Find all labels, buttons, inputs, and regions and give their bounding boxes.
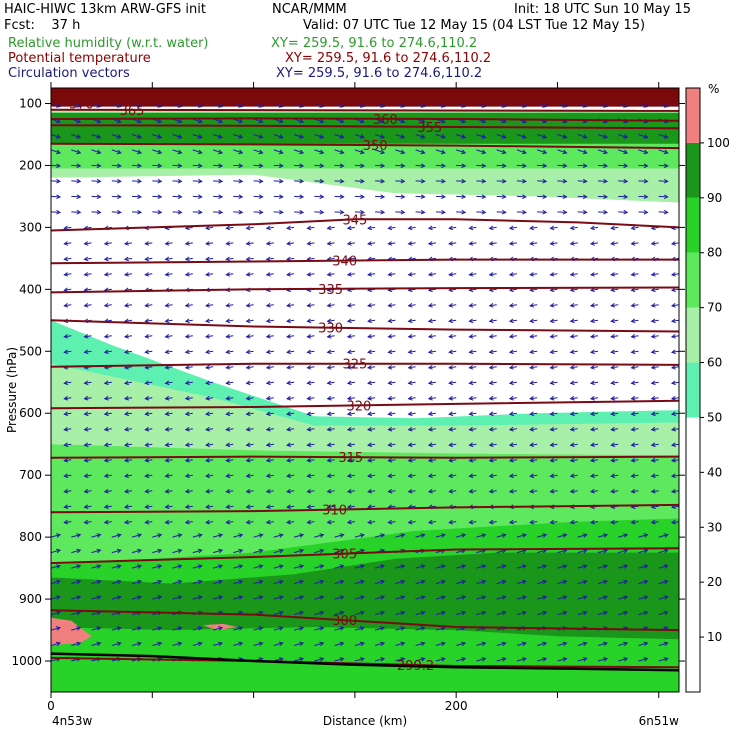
circulation-vector: [44, 243, 51, 244]
circulation-vector: [44, 429, 51, 430]
y-tick-label: 500: [19, 344, 42, 358]
circulation-vector: [44, 305, 51, 306]
vector-arrowhead: [44, 381, 48, 385]
vector-arrowhead: [44, 489, 48, 493]
circulation-vector: [44, 460, 51, 461]
colorbar-label: 50: [707, 410, 722, 424]
vector-arrowhead: [44, 505, 48, 509]
colorbar-label: 80: [707, 246, 722, 260]
theta-contour-label: 305: [332, 548, 357, 563]
y-tick-label: 700: [19, 468, 42, 482]
colorbar-label: 30: [707, 520, 722, 534]
colorbar-swatch-50: [686, 363, 700, 418]
y-tick-label: 1000: [11, 654, 42, 668]
vector-arrowhead: [44, 520, 48, 524]
vector-arrowhead: [44, 396, 48, 400]
colorbar-label: 20: [707, 575, 722, 589]
circulation-vector: [44, 382, 51, 383]
circulation-vector: [44, 522, 51, 523]
circulation-vector: [44, 258, 51, 259]
x-end-location: 6n51w: [639, 714, 680, 728]
theta-contour-label: 365: [120, 104, 145, 119]
valid-time: Valid: 07 UTC Tue 12 May 15 (04 LST Tue …: [303, 18, 645, 33]
plot-area: 370 3653603553503453403353303253203153103…: [44, 88, 688, 692]
y-tick-label: 800: [19, 530, 42, 544]
vector-arrowhead: [44, 474, 48, 478]
vector-arrowhead: [44, 273, 48, 277]
circulation-vector: [44, 444, 51, 445]
theta-field-xy: XY= 259.5, 91.6 to 274.6,110.2: [285, 51, 491, 66]
vector-arrowhead: [44, 427, 48, 431]
theta-contour-label: 325: [342, 358, 367, 373]
vector-arrowhead: [44, 350, 48, 354]
vector-arrowhead: [44, 365, 48, 369]
colorbar-label: 70: [707, 301, 722, 315]
vector-field-xy: XY= 259.5, 91.6 to 274.6,110.2: [276, 66, 482, 81]
colorbar-label: 40: [707, 465, 722, 479]
theta-contour-label: 310: [322, 504, 347, 519]
theta-contour-label: 335: [318, 283, 343, 298]
theta-contour-label: 315: [338, 451, 363, 466]
circulation-vector: [44, 336, 51, 337]
circulation-vector: [44, 506, 51, 507]
colorbar-swatch-90: [686, 143, 700, 198]
y-tick-label: 100: [19, 96, 42, 110]
vector-arrowhead: [44, 257, 48, 261]
y-tick-label: 600: [19, 406, 42, 420]
colorbar-label: 10: [707, 630, 722, 644]
theta-contour-315: [51, 457, 679, 458]
vector-arrowhead: [44, 458, 48, 462]
y-axis-label: Pressure (hPa): [5, 347, 19, 433]
rh-field-label: Relative humidity (w.r.t. water): [8, 36, 209, 51]
theta-contour-label: 340: [332, 255, 357, 270]
vector-field-label: Circulation vectors: [8, 66, 130, 81]
vector-arrowhead: [44, 319, 48, 323]
colorbar-unit: %: [708, 82, 719, 96]
colorbar-swatch-70: [686, 253, 700, 308]
vector-arrowhead: [44, 443, 48, 447]
circulation-vector: [44, 320, 51, 321]
circulation-vector: [44, 398, 51, 399]
circulation-vector: [44, 367, 51, 368]
x-tick-label: 0: [47, 699, 55, 713]
y-tick-label: 900: [19, 592, 42, 606]
circulation-vector: [44, 274, 51, 275]
colorbar-label: 100: [707, 136, 730, 150]
forecast-hour: Fcst: 37 h: [4, 18, 80, 33]
vector-arrowhead: [44, 303, 48, 307]
init-time: Init: 18 UTC Sun 10 May 15: [514, 2, 691, 17]
colorbar-swatch-80: [686, 198, 700, 253]
theta-contour-label: 355: [417, 121, 442, 136]
y-tick-label: 200: [19, 158, 42, 172]
x-start-location: 4n53w: [52, 714, 93, 728]
vector-arrowhead: [44, 334, 48, 338]
theta-contour-label: 345: [342, 213, 367, 228]
theta-field-label: Potential temperature: [8, 51, 151, 66]
theta-contour-label: 350: [363, 139, 388, 154]
theta-contour-365: [51, 110, 679, 111]
rh-field-xy: XY= 259.5, 91.6 to 274.6,110.2: [271, 36, 477, 51]
theta-contour-label: 320: [346, 399, 371, 414]
model-title: HAIC-HIWC 13km ARW-GFS init: [4, 2, 206, 17]
y-tick-label: 400: [19, 282, 42, 296]
circulation-vector: [44, 491, 51, 492]
x-tick-label: 200: [445, 699, 468, 713]
theta-contour-label: 300: [332, 614, 357, 629]
colorbar: 10 20 30 40 50 60 70 80 90 100: [686, 88, 730, 692]
y-tick-label: 300: [19, 220, 42, 234]
colorbar-label: 60: [707, 356, 722, 370]
colorbar-label: 90: [707, 191, 722, 205]
theta-contour-label: 330: [318, 322, 343, 337]
x-axis-label: Distance (km): [323, 714, 407, 728]
colorbar-swatch-100: [686, 88, 700, 143]
vector-arrowhead: [44, 242, 48, 246]
colorbar-swatch-60: [686, 308, 700, 363]
vector-arrowhead: [44, 226, 48, 230]
institution-label: NCAR/MMM: [272, 2, 347, 17]
